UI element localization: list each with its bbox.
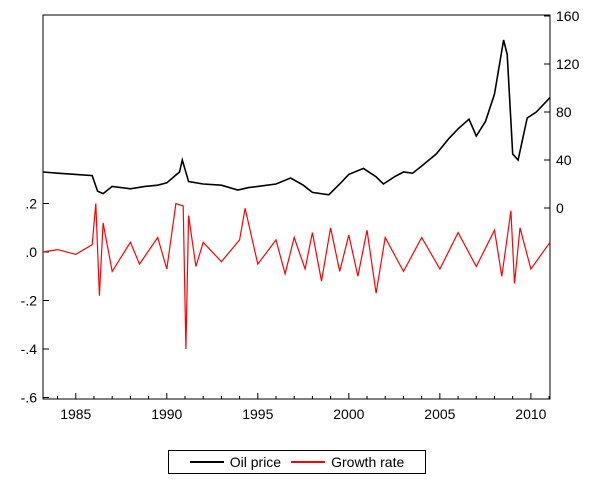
left-tick-label: .2 (25, 196, 37, 212)
right-tick-label: 0 (556, 200, 564, 216)
right-tick-label: 120 (556, 56, 580, 72)
x-tick-label: 1990 (151, 406, 182, 422)
x-tick-label: 1995 (242, 406, 273, 422)
legend-swatch-growth-rate (291, 461, 326, 463)
right-tick-label: 160 (556, 8, 580, 24)
legend-item-oil-price: Oil price (189, 454, 282, 470)
legend-item-growth-rate: Growth rate (291, 454, 404, 470)
legend: Oil price Growth rate (168, 450, 426, 474)
x-tick-label: 2000 (333, 406, 364, 422)
left-tick-label: .0 (25, 244, 37, 260)
left-tick-label: -.4 (21, 341, 38, 357)
growth-rate-series-line (42, 202, 551, 350)
legend-swatch-oil-price (189, 461, 224, 463)
x-tick-label: 2010 (515, 406, 546, 422)
plot-frame (42, 14, 551, 400)
right-tick-label: 80 (556, 104, 572, 120)
left-tick-label: -.6 (21, 390, 38, 406)
left-tick-label: -.2 (21, 293, 38, 309)
x-tick-label: 1985 (60, 406, 91, 422)
x-tick-label: 2005 (424, 406, 455, 422)
legend-label-growth-rate: Growth rate (331, 454, 405, 470)
right-tick-label: 40 (556, 152, 572, 168)
legend-label-oil-price: Oil price (229, 454, 282, 470)
oil-price-series-line (42, 39, 551, 196)
